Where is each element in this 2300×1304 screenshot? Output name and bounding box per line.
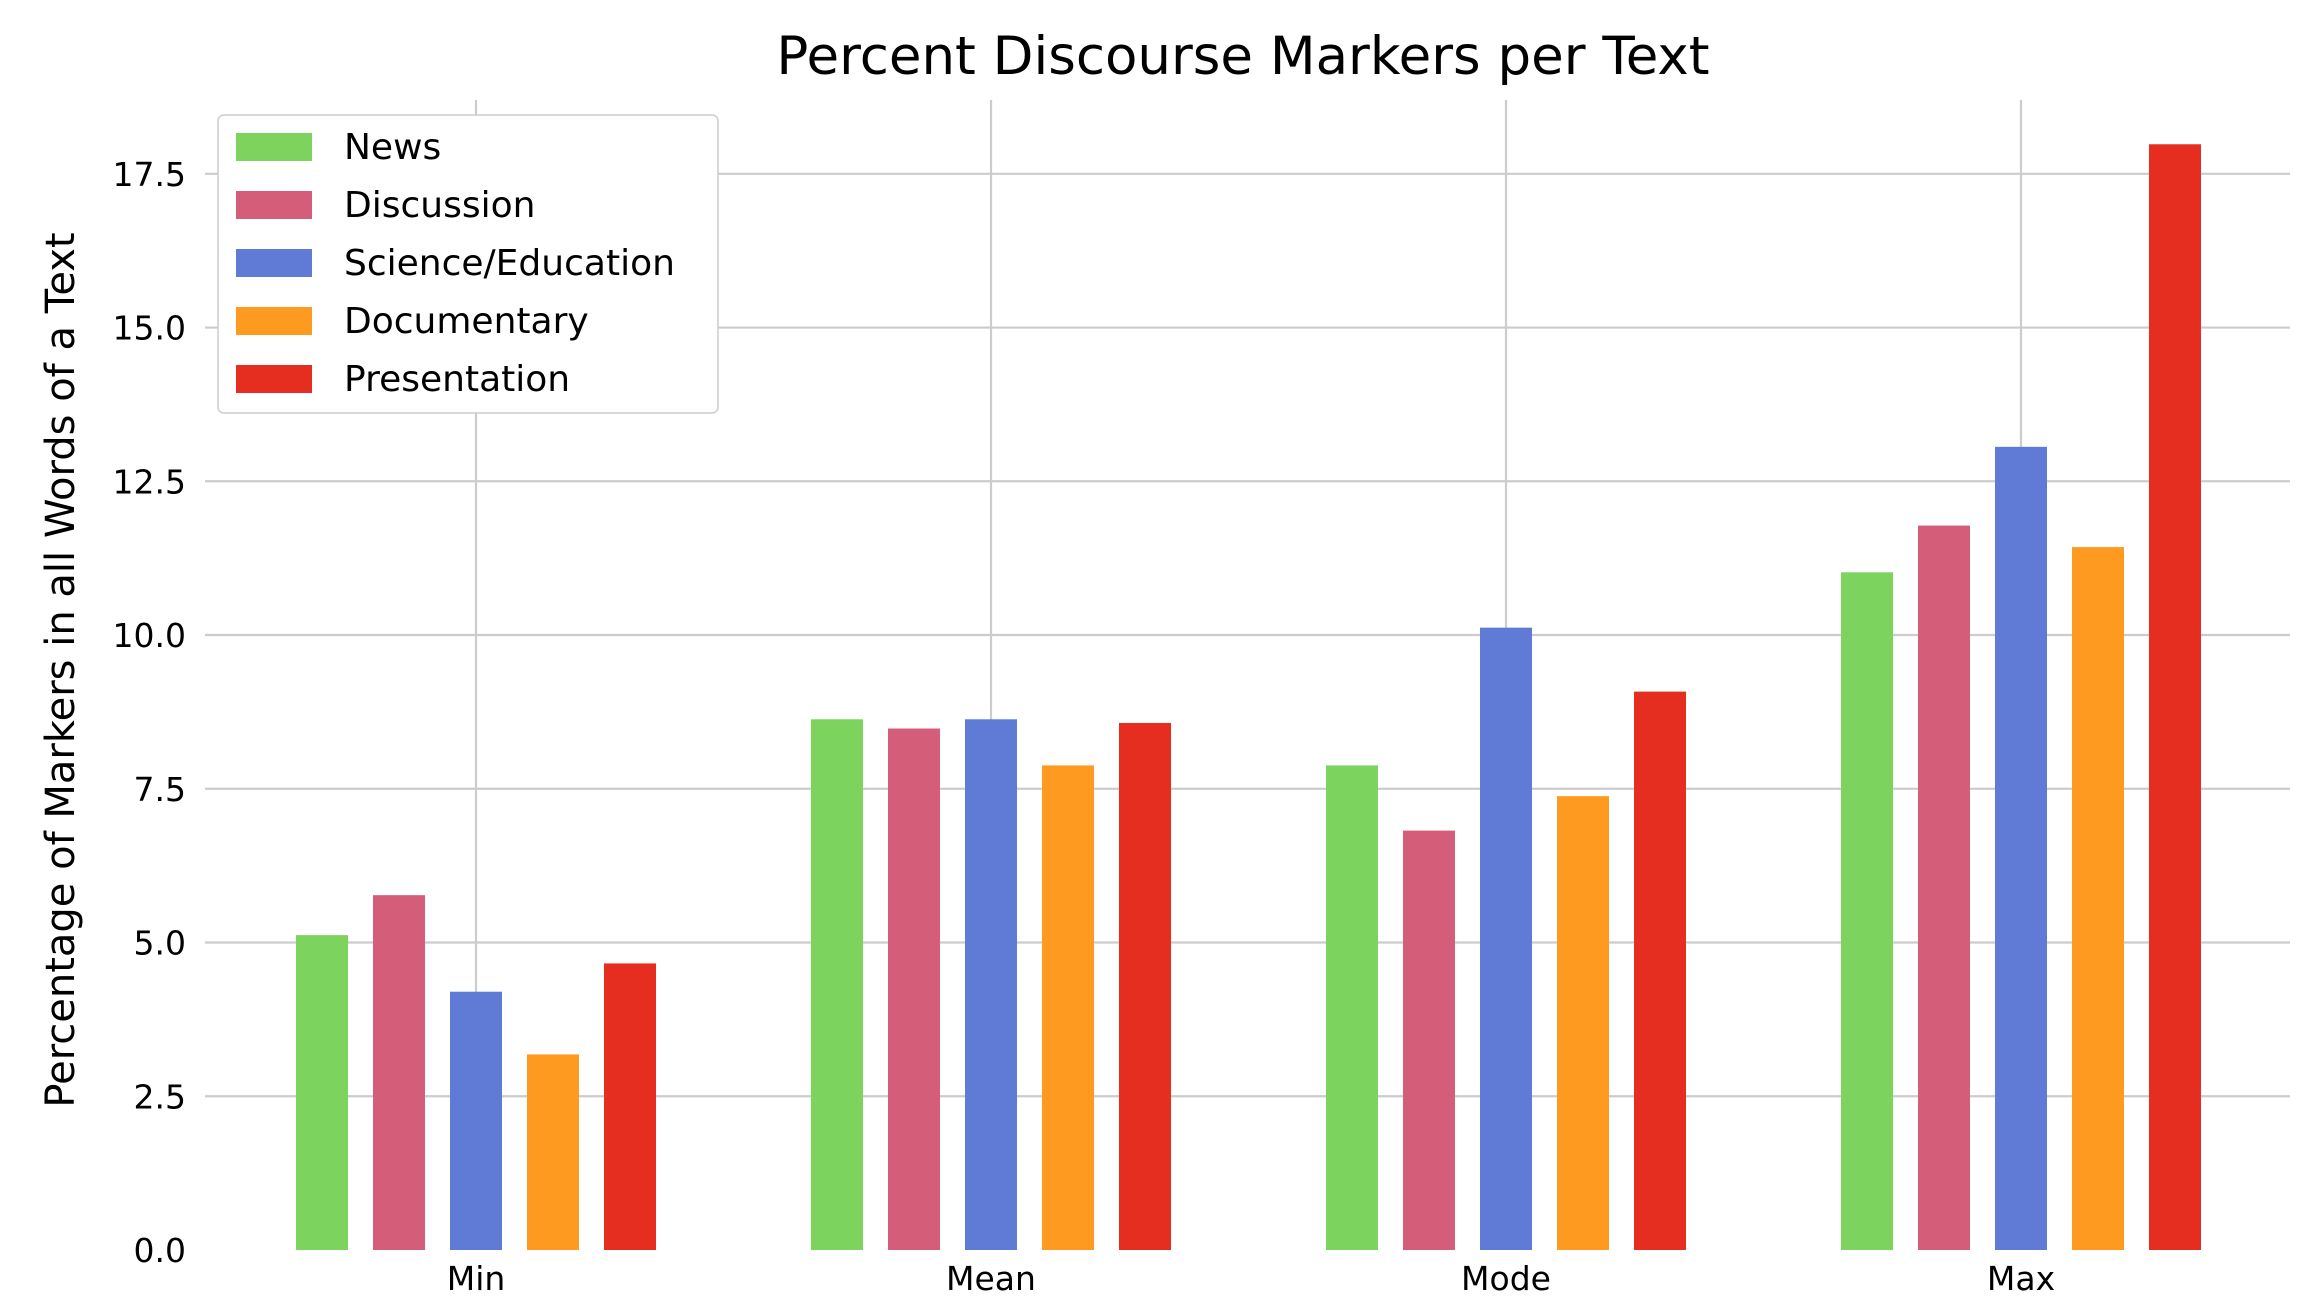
bar-series	[296, 144, 2201, 1250]
legend-label: News	[344, 127, 441, 168]
y-axis-ticks: 0.0 2.5 5.0 7.5 10.0 12.5 15.0 17.5	[113, 155, 186, 1270]
bar	[1634, 691, 1686, 1250]
bar	[811, 719, 863, 1250]
bar	[1326, 765, 1378, 1250]
bar	[1403, 830, 1455, 1250]
legend-swatch	[236, 307, 312, 335]
bar	[527, 1054, 579, 1250]
bar	[296, 935, 348, 1250]
bar	[1480, 627, 1532, 1250]
x-axis-ticks: Min Mean Mode Max	[447, 1259, 2055, 1298]
bar	[1042, 765, 1094, 1250]
legend-label: Science/Education	[344, 243, 675, 284]
y-tick-label: 15.0	[113, 309, 186, 348]
legend-label: Discussion	[344, 185, 535, 226]
bar	[1995, 446, 2047, 1250]
x-tick-label: Min	[447, 1259, 506, 1298]
x-tick-label: Mean	[946, 1259, 1036, 1298]
bar	[888, 728, 940, 1250]
y-tick-label: 5.0	[134, 924, 186, 963]
bar	[450, 991, 502, 1250]
y-tick-label: 0.0	[134, 1231, 186, 1270]
legend-frame	[217, 114, 719, 414]
y-tick-label: 7.5	[134, 770, 186, 809]
y-axis-title: Percentage of Markers in all Words of a …	[38, 232, 84, 1107]
bar	[1918, 525, 1970, 1250]
legend-label: Documentary	[344, 301, 589, 342]
x-tick-label: Mode	[1461, 1259, 1551, 1298]
legend-swatch	[236, 365, 312, 393]
bar	[1557, 796, 1609, 1250]
bar	[604, 963, 656, 1250]
legend-swatch	[236, 191, 312, 219]
legend-swatch	[236, 133, 312, 161]
legend: News Discussion Science/Education Documenta…	[217, 114, 719, 414]
bar	[2149, 144, 2201, 1250]
y-tick-label: 17.5	[113, 155, 186, 194]
legend-label: Presentation	[344, 359, 570, 400]
y-tick-label: 10.0	[113, 616, 186, 655]
bar	[1119, 722, 1171, 1250]
y-tick-label: 12.5	[113, 462, 186, 501]
x-tick-label: Max	[1987, 1259, 2055, 1298]
bar	[965, 719, 1017, 1250]
chart-title: Percent Discourse Markers per Text	[776, 26, 1709, 87]
bar	[2072, 547, 2124, 1250]
bar	[373, 895, 425, 1250]
y-tick-label: 2.5	[134, 1077, 186, 1116]
bar	[1841, 572, 1893, 1250]
legend-swatch	[236, 249, 312, 277]
